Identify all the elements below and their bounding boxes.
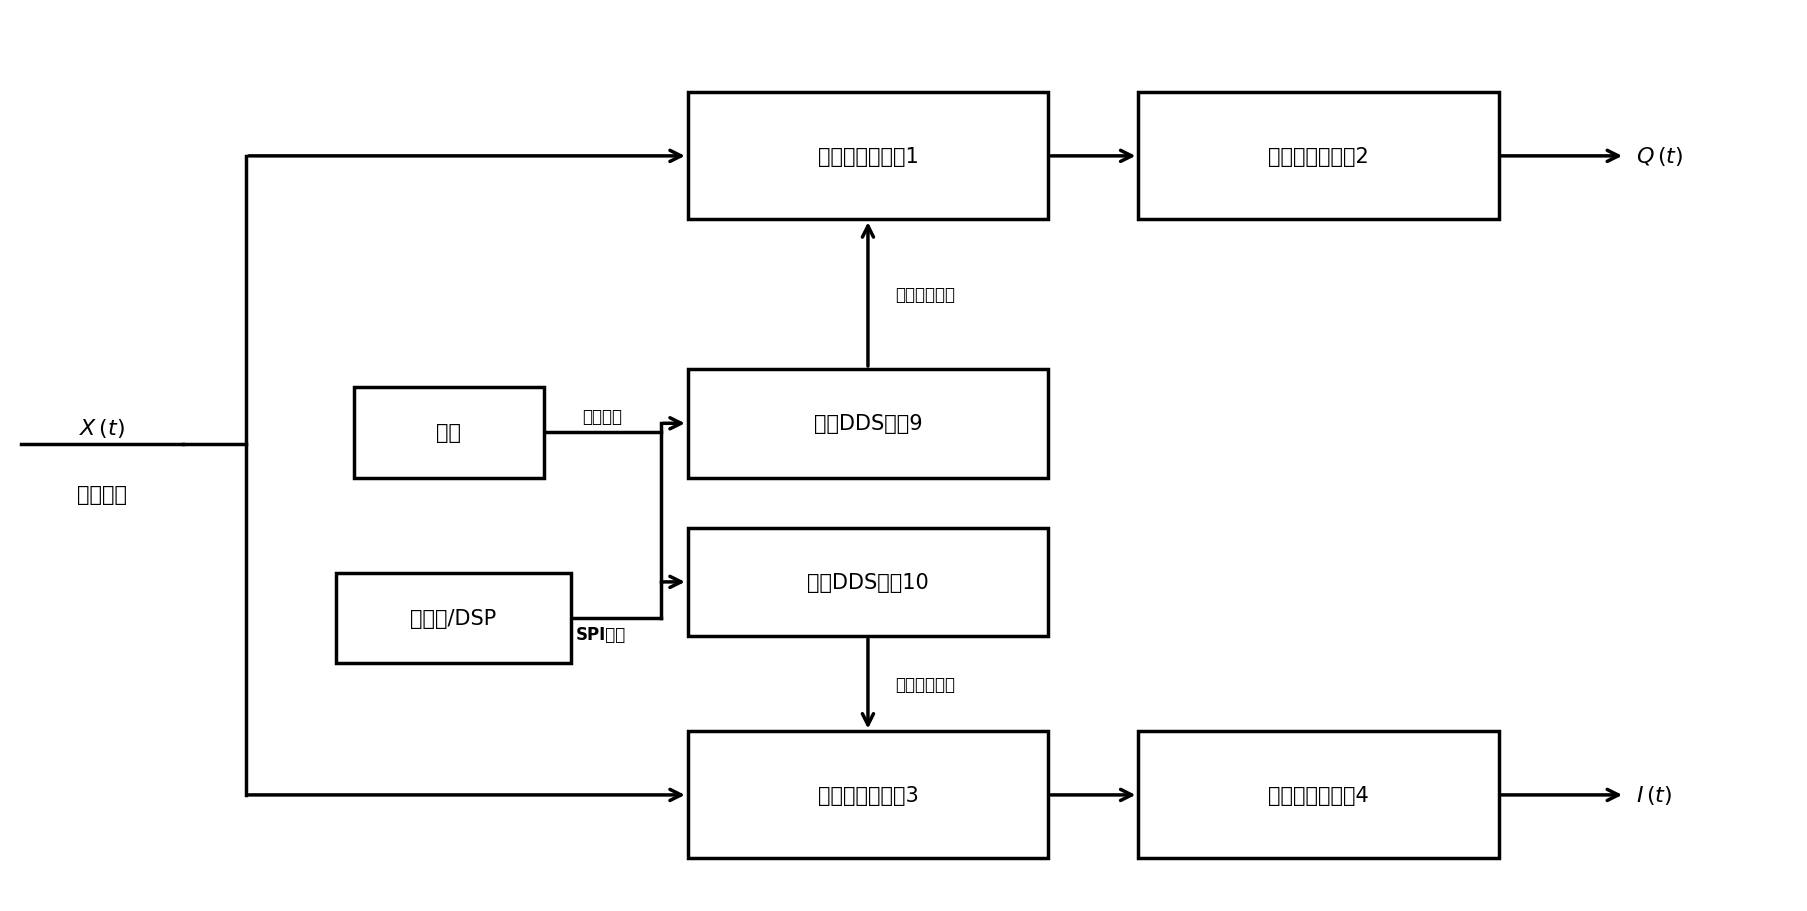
Text: 第二低通滤波器4: 第二低通滤波器4 <box>1267 785 1368 805</box>
FancyBboxPatch shape <box>687 93 1048 220</box>
Text: 第一DDS芯片9: 第一DDS芯片9 <box>813 414 922 434</box>
FancyBboxPatch shape <box>687 528 1048 637</box>
Text: 晶振: 晶振 <box>435 423 461 443</box>
Text: 输入信号: 输入信号 <box>78 485 126 505</box>
Text: $X\,(t)$: $X\,(t)$ <box>80 416 125 440</box>
Text: 第二参考信号: 第二参考信号 <box>894 675 954 693</box>
Text: 第一低通滤波器2: 第一低通滤波器2 <box>1267 147 1368 167</box>
Text: 时钟信号: 时钟信号 <box>582 407 622 425</box>
Text: $I\,(t)$: $I\,(t)$ <box>1635 783 1671 806</box>
FancyBboxPatch shape <box>1138 732 1498 858</box>
FancyBboxPatch shape <box>336 573 571 664</box>
Text: $Q\,(t)$: $Q\,(t)$ <box>1635 145 1682 169</box>
Text: SPI总线: SPI总线 <box>576 626 625 644</box>
FancyBboxPatch shape <box>354 387 544 478</box>
FancyBboxPatch shape <box>687 732 1048 858</box>
Text: 第一参考信号: 第一参考信号 <box>894 286 954 303</box>
Text: 第一相敏检波器1: 第一相敏检波器1 <box>817 147 918 167</box>
Text: 第二相敏检波器3: 第二相敏检波器3 <box>817 785 918 805</box>
Text: 单片机/DSP: 单片机/DSP <box>410 609 497 629</box>
FancyBboxPatch shape <box>1138 93 1498 220</box>
Text: 第二DDS芯片10: 第二DDS芯片10 <box>806 572 929 592</box>
FancyBboxPatch shape <box>687 370 1048 478</box>
